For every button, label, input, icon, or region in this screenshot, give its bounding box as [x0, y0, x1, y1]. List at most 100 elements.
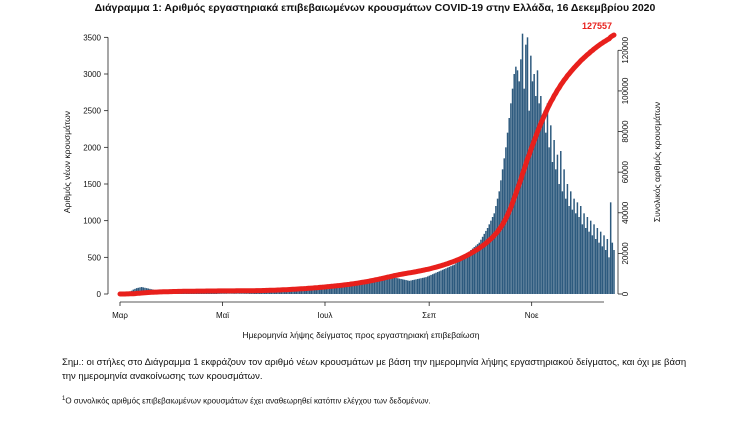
bar: [548, 147, 550, 294]
bar: [252, 292, 254, 294]
bar: [258, 292, 261, 294]
bar: [308, 288, 311, 294]
bar: [460, 258, 462, 294]
bar: [448, 266, 451, 294]
bar: [438, 271, 441, 294]
bar: [240, 293, 243, 294]
bar: [473, 247, 476, 294]
x-tick-label: Μαρ: [112, 311, 128, 320]
bar: [293, 289, 296, 294]
footnote-text: Ο συνολικός αριθμός επιβεβαιωμένων κρουσ…: [65, 396, 431, 406]
bar: [420, 278, 422, 294]
bar: [307, 288, 309, 294]
bar: [312, 287, 314, 294]
x-tick-label: Σεπ: [422, 311, 437, 320]
bar: [214, 293, 216, 294]
x-tick-label: Μαϊ: [216, 311, 229, 320]
bar: [589, 220, 592, 294]
bar: [480, 239, 482, 294]
bar: [588, 231, 590, 294]
bar: [330, 286, 332, 294]
bar: [210, 293, 213, 294]
bar: [265, 291, 268, 294]
left-tick-label: 0: [97, 290, 102, 299]
chart-title: Διάγραμμα 1: Αριθμός εργαστηριακά επιβεβ…: [94, 2, 656, 14]
bar: [486, 228, 489, 294]
bar: [398, 278, 401, 294]
left-tick-label: 1500: [83, 180, 101, 189]
right-tick-label: 0: [621, 291, 630, 296]
bar: [397, 278, 399, 294]
bar: [382, 276, 384, 294]
bar: [357, 281, 359, 294]
bar: [576, 202, 579, 294]
bar: [375, 277, 377, 294]
bar: [257, 292, 259, 294]
bar: [455, 263, 457, 294]
bar: [303, 288, 306, 294]
x-axis-title: Ημερομηνία λήψης δείγματος προς εργαστηρ…: [242, 330, 479, 340]
bar: [433, 273, 436, 294]
bar: [593, 224, 595, 294]
bar: [553, 140, 555, 294]
bar: [495, 206, 497, 294]
right-tick-label: 120000: [621, 36, 630, 63]
bar: [204, 293, 206, 294]
bar: [343, 284, 346, 294]
bar: [591, 235, 594, 294]
bar: [352, 283, 354, 294]
bar: [485, 230, 487, 294]
bar: [598, 242, 600, 294]
bar: [458, 260, 461, 294]
bar: [245, 293, 248, 294]
x-tick-label: Ιουλ: [317, 311, 332, 320]
bar: [566, 184, 569, 294]
chart-axes: 0 500 1000 1500 2000 2500 3000 3500 0 20000 40000 6…: [83, 33, 630, 320]
bar: [481, 236, 484, 294]
bar: [568, 206, 570, 294]
left-axis-title: Αριθμός νέων κρουσμάτων: [62, 111, 72, 213]
bar: [347, 284, 349, 294]
bar: [545, 132, 547, 294]
bar: [594, 239, 597, 294]
chart-labels: Ημερομηνία λήψης δείγματος προς εργαστηρ…: [62, 21, 662, 340]
bar: [425, 277, 427, 294]
bar: [383, 276, 386, 294]
bar: [555, 169, 557, 294]
bar: [416, 278, 419, 294]
bar: [297, 289, 299, 294]
bar: [360, 281, 362, 294]
bar: [523, 88, 525, 295]
bar: [574, 213, 577, 294]
bar: [571, 209, 574, 294]
bar: [530, 55, 532, 294]
bar: [551, 162, 554, 294]
bar: [345, 284, 347, 294]
bar: [335, 285, 337, 294]
bar: [253, 292, 256, 294]
bar: [350, 283, 352, 294]
bar: [445, 268, 447, 294]
bar: [453, 264, 456, 294]
bar: [262, 292, 264, 294]
cumulative-line: [117, 32, 617, 297]
bar: [421, 277, 424, 294]
bar: [570, 191, 572, 294]
bar: [387, 275, 389, 294]
bar: [611, 242, 614, 294]
bar: [601, 246, 604, 294]
bar: [325, 286, 327, 294]
bar: [511, 88, 514, 295]
bar: [318, 287, 321, 294]
bar: [443, 269, 446, 294]
bar: [323, 286, 326, 294]
cumulative-series: [117, 32, 617, 297]
left-tick-label: 500: [88, 253, 102, 262]
bar: [302, 288, 304, 294]
bar: [561, 191, 564, 294]
bar: [426, 276, 429, 294]
bar: [337, 285, 339, 294]
bar: [217, 293, 219, 294]
bar: [463, 255, 466, 294]
bar: [538, 103, 540, 294]
